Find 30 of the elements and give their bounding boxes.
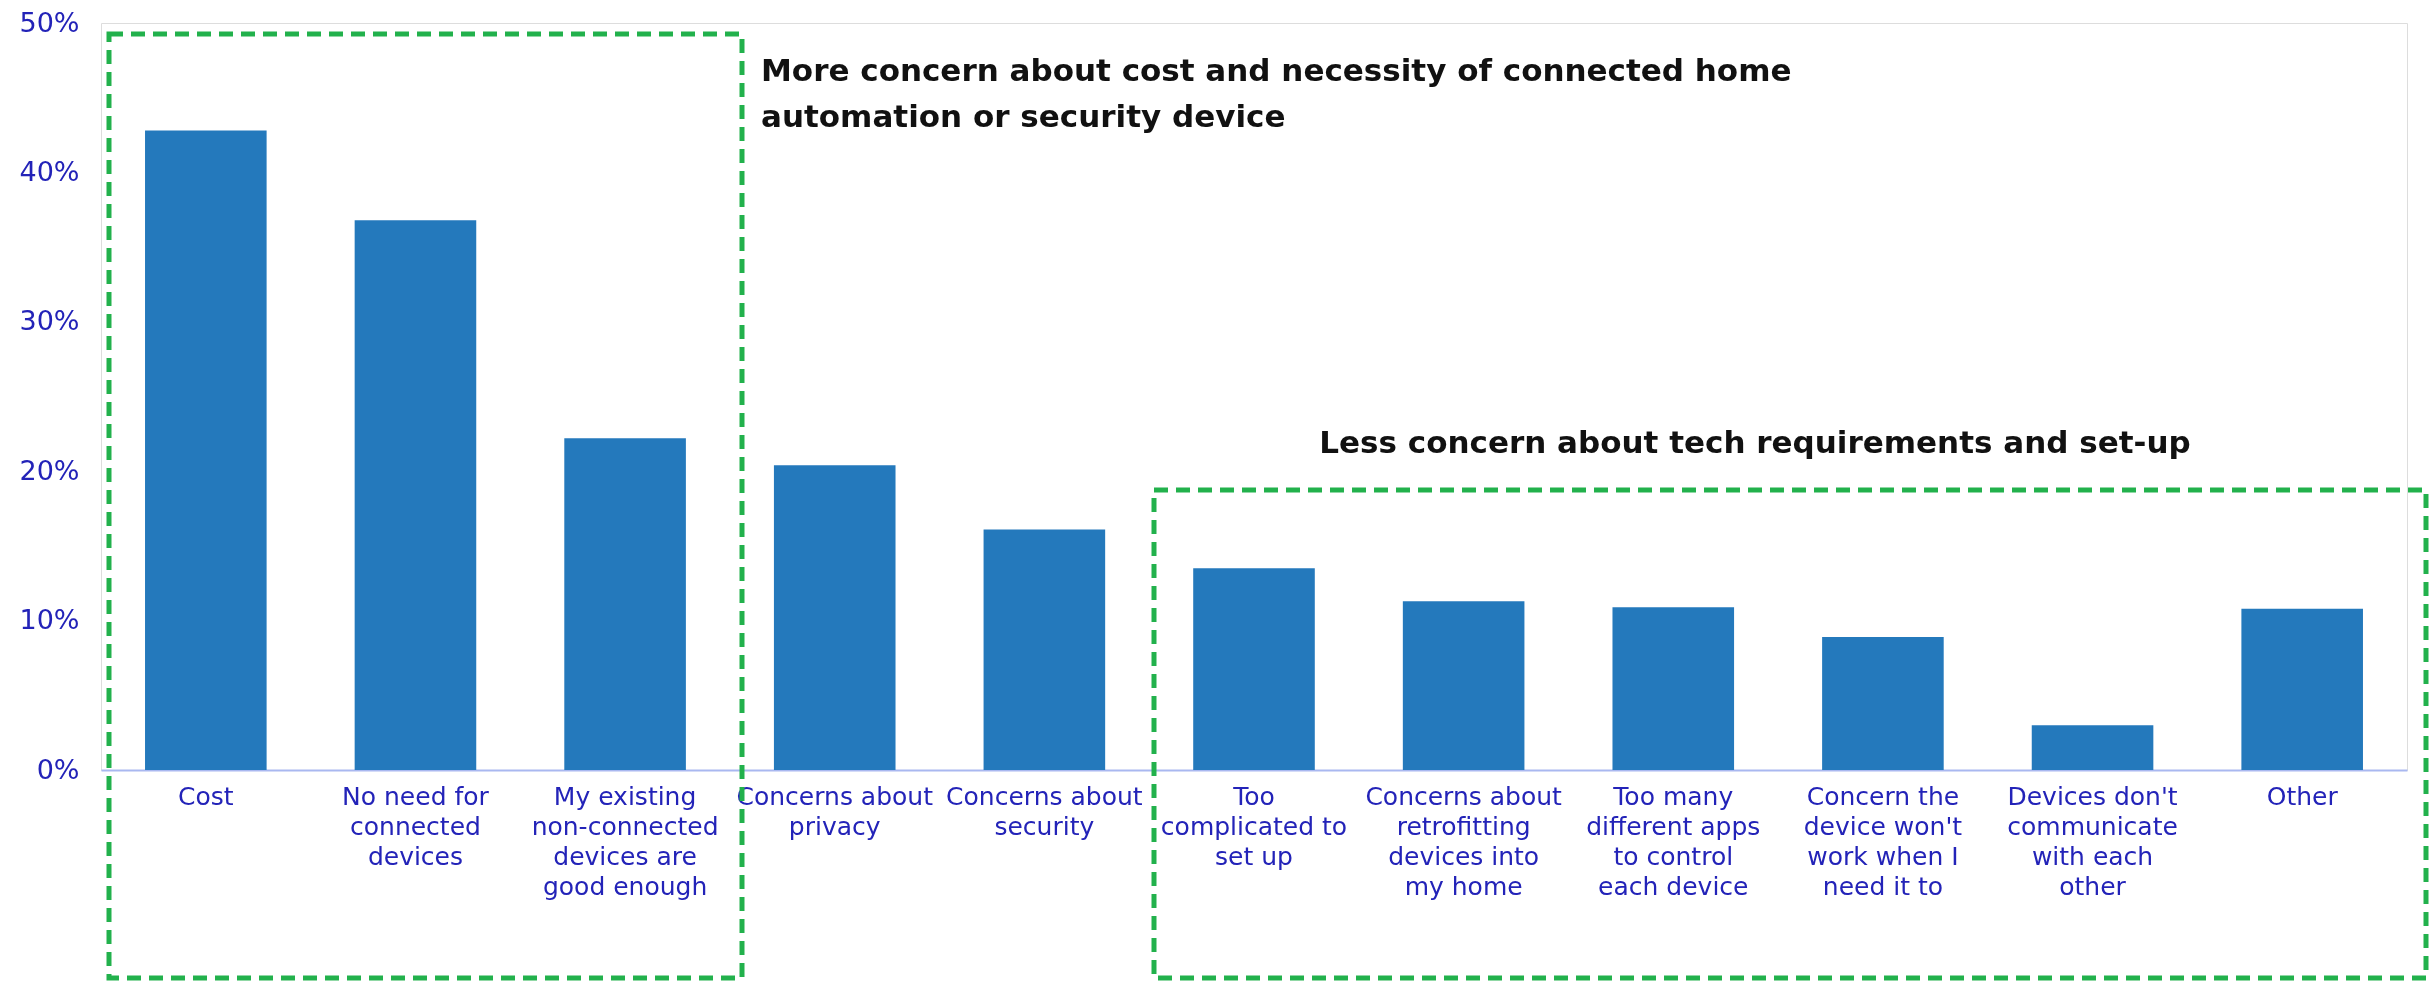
x-tick-label: Concerns about retrofitting devices into my home [1365,781,1563,901]
bar [1612,607,1735,770]
x-tick-label: Too complicated to set up [1160,781,1348,871]
bar [1822,637,1944,770]
annotation: Less concern about tech requirements and set-up [1319,424,2191,460]
bar [2031,725,2154,770]
y-tick-label: 30% [19,305,80,337]
bar [145,130,267,770]
x-tick-label: Concerns about privacy [736,781,934,841]
y-tick-label: 40% [19,155,80,187]
y-tick-label: 50% [19,6,80,38]
bar [1402,601,1525,770]
annotation: More concern about cost and necessity of connected home automation or security device [761,52,1792,134]
bar [564,438,686,770]
bar [983,529,1106,770]
y-tick-label: 0% [36,753,80,785]
x-tick-label: Concerns about security [946,781,1143,841]
x-tick-label: Devices don't communicate with each other [2007,781,2178,901]
bar [2241,608,2363,770]
x-tick-label: My existing non-connected devices are good enough [531,781,719,901]
x-tick-label: Concern the device won't work when I need it to [1803,781,1963,901]
x-tick-label: Other [2266,781,2339,811]
y-tick-label: 10% [19,604,80,636]
x-tick-label: Too many different apps to control each device [1586,781,1761,901]
bar [354,220,477,770]
x-tick-label: Cost [178,781,234,811]
bar [1193,568,1315,770]
y-tick-label: 20% [19,454,80,486]
x-tick-label: No need for connected devices [342,781,490,871]
bar [773,465,896,770]
